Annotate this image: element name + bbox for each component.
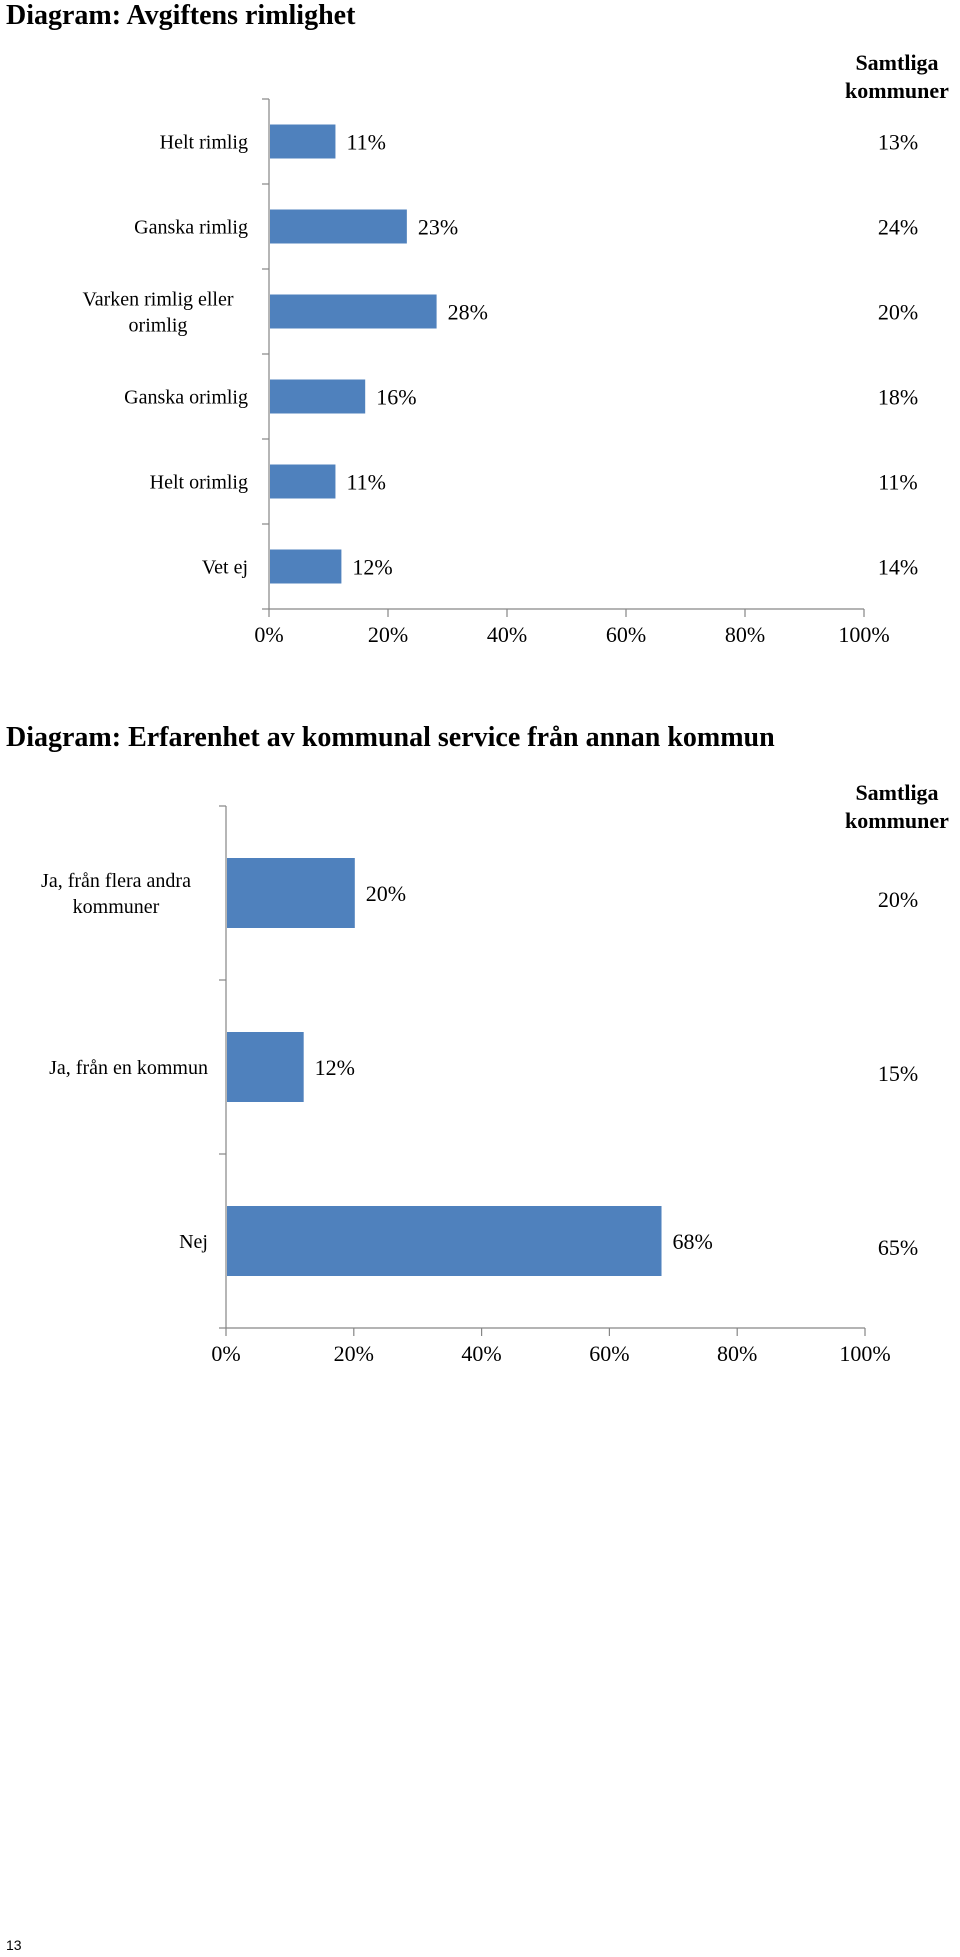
comparison-value: 15% (878, 1061, 918, 1086)
bar-value-label: 68% (673, 1229, 713, 1254)
bar (270, 379, 366, 414)
x-tick-label: 40% (487, 622, 527, 647)
category-label: Ganska orimlig (124, 387, 248, 409)
page-number: 13 (6, 1937, 22, 1953)
bar (270, 209, 407, 244)
bar (270, 549, 342, 584)
bar (227, 858, 355, 928)
x-tick-label: 80% (725, 622, 765, 647)
comparison-value: 13% (878, 130, 918, 155)
category-label: Ganska rimlig (134, 217, 248, 239)
x-tick-label: 20% (368, 622, 408, 647)
bar (270, 464, 336, 499)
comparison-value: 18% (878, 385, 918, 410)
chart-1-title: Diagram: Avgiftens rimlighet (6, 0, 356, 31)
category-label: Nej (179, 1231, 208, 1253)
comparison-header: Samtliga (855, 50, 938, 75)
bar (227, 1206, 662, 1276)
category-label: orimlig (129, 315, 188, 337)
x-tick-label: 0% (211, 1341, 240, 1366)
x-tick-label: 80% (717, 1341, 757, 1366)
category-label: Vet ej (202, 557, 248, 579)
bar (270, 124, 336, 159)
comparison-value: 24% (878, 215, 918, 240)
comparison-header: kommuner (845, 78, 949, 103)
comparison-value: 14% (878, 555, 918, 580)
category-label: Helt rimlig (160, 132, 248, 154)
category-label: Ja, från en kommun (49, 1057, 208, 1079)
bar-value-label: 12% (352, 555, 392, 580)
x-tick-label: 100% (839, 1341, 890, 1366)
comparison-header: kommuner (845, 808, 949, 833)
bar (227, 1032, 304, 1102)
comparison-value: 65% (878, 1235, 918, 1260)
x-tick-label: 40% (461, 1341, 501, 1366)
x-tick-label: 60% (606, 622, 646, 647)
chart-1-plot: 0% 20% 40% 60% 80% 100% Samtliga kommuner 11% 13%… (82, 50, 949, 647)
category-label: kommuner (73, 896, 160, 918)
bar-value-label: 11% (346, 470, 386, 495)
chart-2-title: Diagram: Erfarenhet av kommunal service … (6, 722, 775, 753)
x-tick-label: 20% (334, 1341, 374, 1366)
bar (270, 294, 437, 329)
comparison-value: 20% (878, 887, 918, 912)
category-label: Helt orimlig (150, 472, 248, 494)
x-tick-label: 100% (838, 622, 889, 647)
bar-value-label: 12% (315, 1055, 355, 1080)
bar-value-label: 11% (346, 130, 386, 155)
category-label: Ja, från flera andra (41, 870, 191, 892)
bar-value-label: 28% (448, 300, 488, 325)
bar-value-label: 23% (418, 215, 458, 240)
comparison-value: 11% (878, 470, 918, 495)
chart-2-plot: 0% 20% 40% 60% 80% 100% Samtliga kommuner 20% 20%… (41, 780, 949, 1366)
category-label: Varken rimlig eller (82, 289, 233, 311)
bar-value-label: 16% (376, 385, 416, 410)
comparison-header: Samtliga (855, 780, 938, 805)
x-tick-label: 0% (254, 622, 283, 647)
bar-value-label: 20% (366, 881, 406, 906)
x-tick-label: 60% (589, 1341, 629, 1366)
comparison-value: 20% (878, 300, 918, 325)
